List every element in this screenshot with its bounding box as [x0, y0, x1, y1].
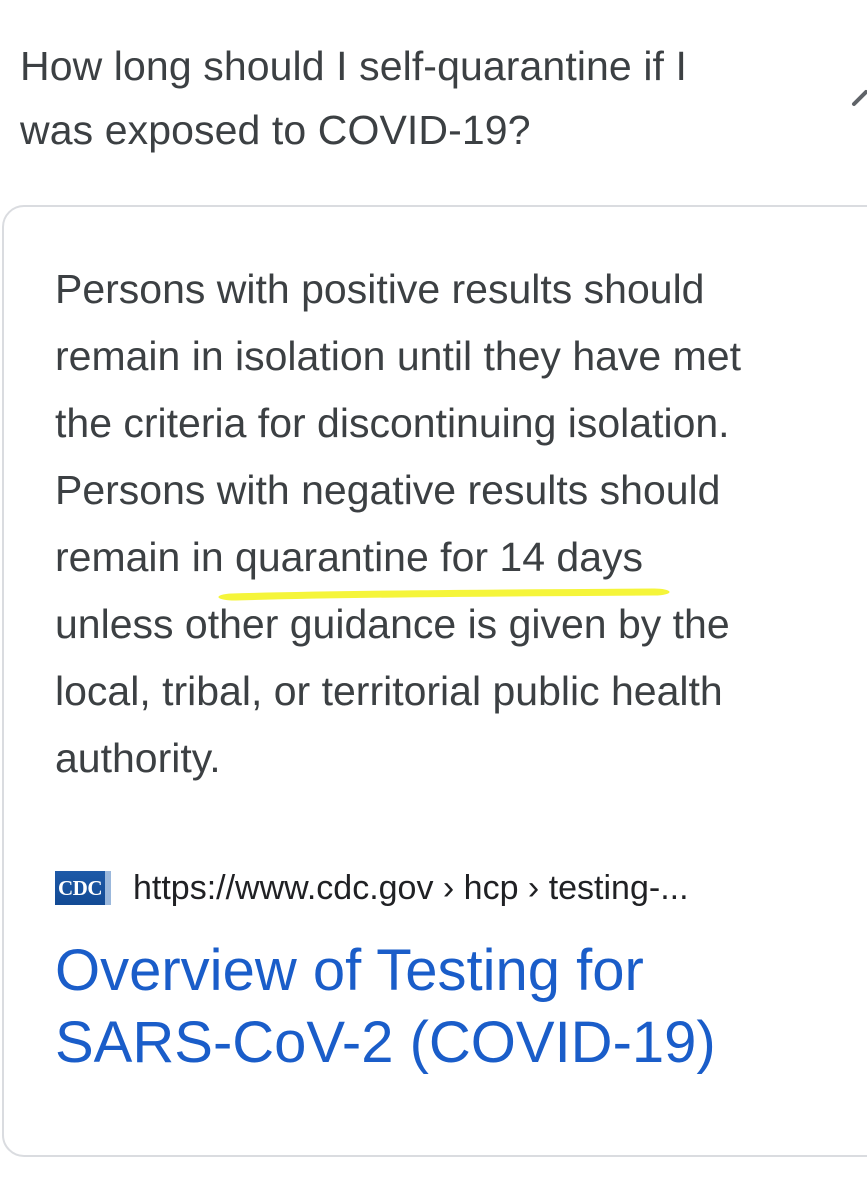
source-url[interactable]: https://www.cdc.gov › hcp › testing-...: [133, 868, 689, 907]
snippet-line: Persons with positive results should: [55, 266, 705, 312]
question-line-1: How long should I self-quarantine if I: [20, 43, 688, 89]
answer-card: [2, 205, 867, 1157]
result-title-line-2: SARS-CoV-2 (COVID-19): [55, 1010, 716, 1075]
question-heading[interactable]: How long should I self-quarantine if I w…: [20, 34, 810, 162]
featured-snippet: Persons with positive results should rem…: [55, 256, 855, 792]
source-row[interactable]: CDC https://www.cdc.gov › hcp › testing-…: [55, 863, 689, 913]
question-line-2: was exposed to COVID-19?: [20, 107, 531, 153]
chevron-icon[interactable]: [852, 84, 867, 124]
snippet-line: unless other guidance is given by the: [55, 601, 730, 647]
cdc-logo-icon: CDC: [55, 871, 111, 905]
snippet-line: the criteria for discontinuing isolation…: [55, 400, 730, 446]
snippet-line: remain in isolation until they have met: [55, 333, 741, 379]
highlighted-text: quarantine for 14 days: [235, 534, 644, 580]
snippet-line: authority.: [55, 735, 221, 781]
snippet-line: local, tribal, or territorial public hea…: [55, 668, 723, 714]
snippet-text: remain in: [55, 534, 236, 580]
snippet-line: Persons with negative results should: [55, 467, 721, 513]
highlighter-underline: [218, 588, 670, 601]
highlighted-phrase: quarantine for 14 days: [218, 524, 670, 601]
result-title-line-1: Overview of Testing for: [55, 938, 644, 1003]
snippet-line: remain in quarantine for 14 days: [55, 524, 855, 601]
result-title-link[interactable]: Overview of Testing for SARS-CoV-2 (COVI…: [55, 935, 855, 1079]
